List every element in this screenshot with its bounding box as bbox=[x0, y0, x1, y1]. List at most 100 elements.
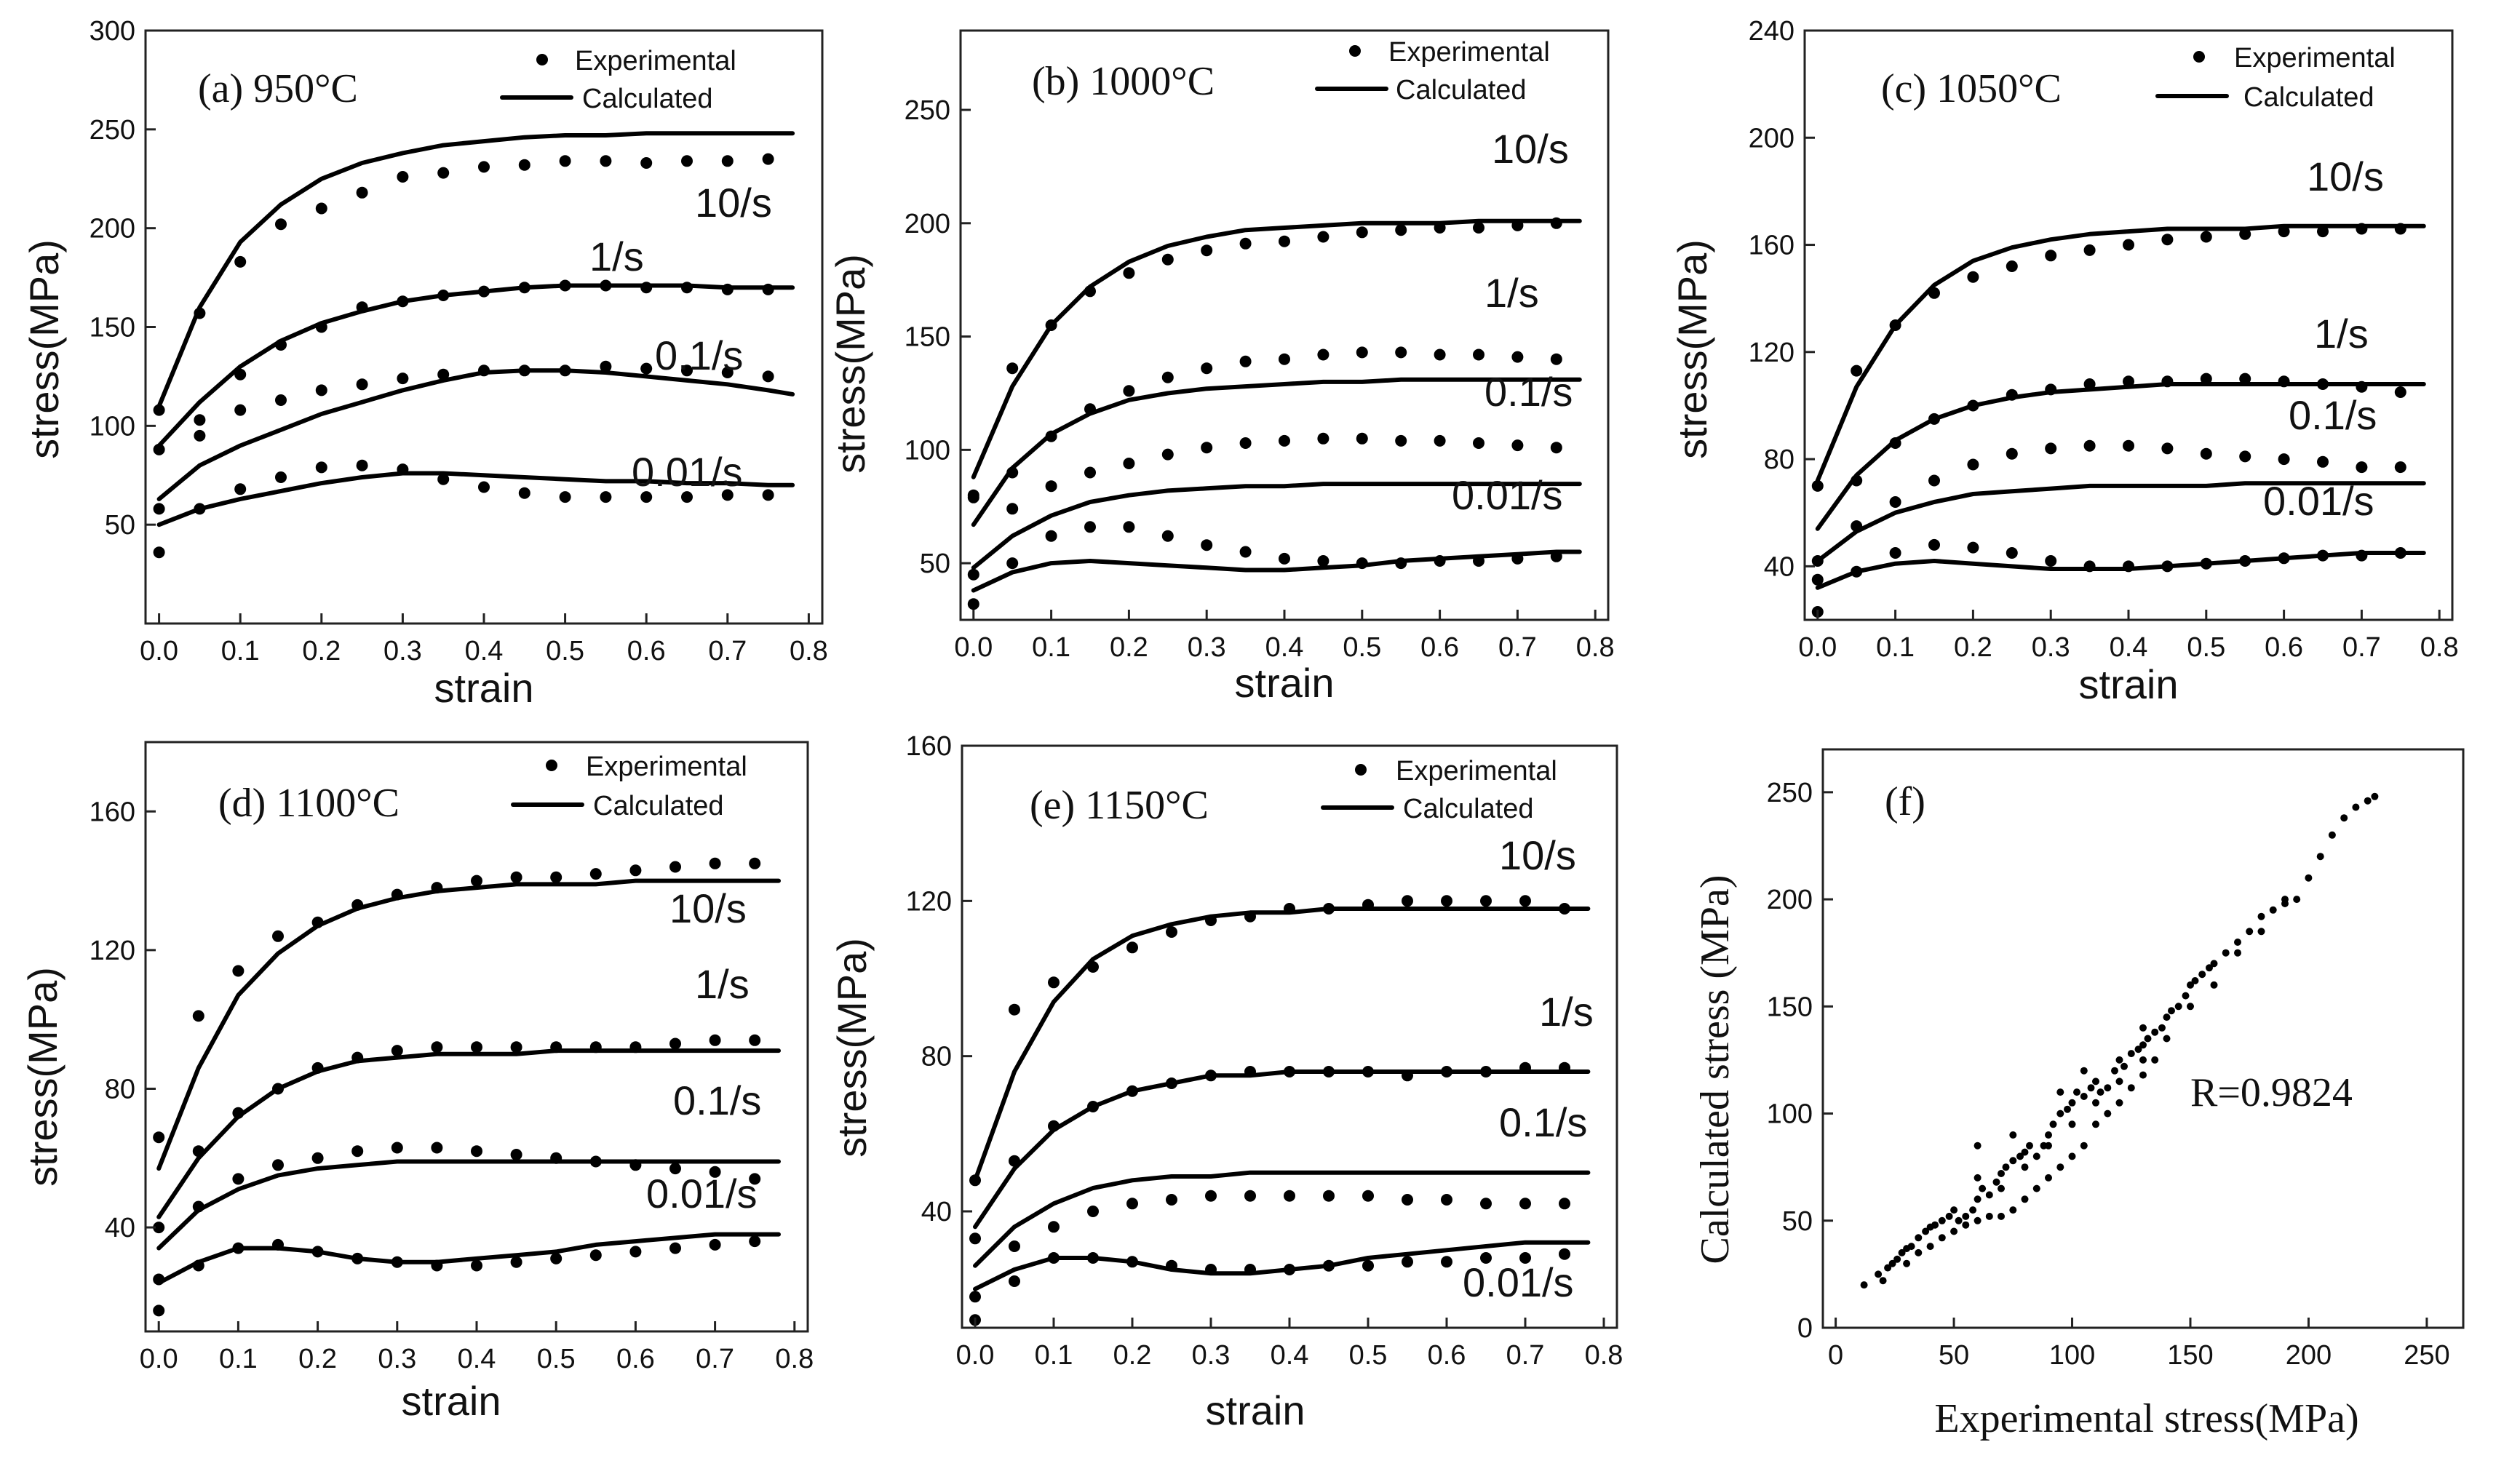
panel-e-experimental-point-1s bbox=[1244, 1066, 1256, 1077]
panel-e-x-tick-label: 0.8 bbox=[1585, 1340, 1623, 1371]
panel-f-scatter-point bbox=[1903, 1259, 1911, 1267]
panel-a-experimental-point-01s bbox=[681, 364, 693, 377]
panel-e-x-tick-label: 0.5 bbox=[1349, 1340, 1388, 1371]
panel-b-experimental-point-001s bbox=[1356, 557, 1368, 570]
panel-b-experimental-point-01s bbox=[1239, 437, 1252, 449]
panel-f-scatter-point bbox=[2045, 1142, 2052, 1150]
panel-b-label: (b) 1000°C bbox=[1032, 59, 1215, 104]
panel-c-experimental-point-1s bbox=[2083, 378, 2096, 390]
panel-e-experimental-point-01s bbox=[1441, 1194, 1452, 1206]
panel-e-x-ticks: 0.0 0.1 0.2 0.3 0.4 0.5 0.6 0.7 0.8 bbox=[956, 1318, 1623, 1371]
panel-f-scatter-point bbox=[2080, 1142, 2088, 1150]
panel-b-experimental-point-01s bbox=[1434, 434, 1446, 447]
panel-c-rate-label-10s: 10/s bbox=[2307, 154, 2384, 199]
panel-e-experimental-point-001s bbox=[1087, 1252, 1099, 1264]
panel-b-experimental-point-10s bbox=[1356, 226, 1368, 239]
panel-b-experimental-point-1s bbox=[1239, 355, 1252, 367]
panel-b-experimental-point-01s bbox=[1084, 466, 1096, 479]
panel-b-x-tick-label: 0.5 bbox=[1343, 632, 1381, 663]
panel-b-y-tick-label: 50 bbox=[920, 549, 950, 579]
panel-c-experimental-point-10s bbox=[2045, 250, 2057, 262]
panel-b-experimental-point-01s bbox=[1511, 439, 1524, 452]
panel-d-experimental-point-001s bbox=[153, 1304, 165, 1317]
panel-e-y-tick-label: 40 bbox=[921, 1197, 952, 1227]
panel-a-experimental-point-1s bbox=[153, 443, 165, 455]
panel-e-rate-label-1s: 1/s bbox=[1539, 989, 1594, 1035]
panel-c-experimental-point-1s bbox=[2239, 373, 2251, 385]
panel-e-x-tick-label: 0.6 bbox=[1428, 1340, 1466, 1371]
panel-b-experimental-point-001s bbox=[1395, 557, 1407, 570]
panel-a-x-tick-label: 0.1 bbox=[221, 636, 260, 666]
panel-e-experimental-point-001s bbox=[1048, 1252, 1060, 1264]
panel-a-experimental-point-01s bbox=[315, 384, 327, 397]
panel-f-scatter-point bbox=[1950, 1227, 1958, 1235]
panel-a-rate-label-001s: 0.01/s bbox=[632, 449, 743, 495]
panel-e-experimental-point-10s bbox=[1284, 903, 1295, 915]
panel-f-scatter-point bbox=[1962, 1212, 1970, 1220]
panel-c-experimental-point-1s bbox=[2278, 375, 2290, 388]
panel-e-experimental-point-1s bbox=[1441, 1066, 1452, 1077]
panel-c-y-axis-title: stress(MPa) bbox=[1669, 239, 1715, 459]
panel-f-scatter-point bbox=[1915, 1234, 1923, 1242]
panel-d-experimental-point-01s bbox=[431, 1142, 443, 1154]
panel-e-experimental-point-01s bbox=[969, 1291, 981, 1303]
panel-f-scatter-point bbox=[2049, 1120, 2057, 1128]
panel-c-experimental-point-01s bbox=[2083, 439, 2096, 452]
panel-c-experimental-point-001s bbox=[2356, 549, 2368, 562]
panel-d-x-tick-label: 0.4 bbox=[458, 1344, 496, 1374]
panel-a-experimental-point-001s bbox=[315, 461, 327, 474]
panel-e-experimental-point-001s bbox=[1009, 1275, 1020, 1287]
panel-a-legend-experimental-label: Experimental bbox=[575, 46, 736, 76]
panel-f-scatter-point bbox=[2328, 831, 2336, 839]
panel-c-experimental-point-1s bbox=[2045, 383, 2057, 396]
panel-c-experimental-point-1s bbox=[2123, 375, 2134, 388]
panel-f-y-axis-title: Calculated stress (MPa) bbox=[1693, 875, 1738, 1264]
panel-a-x-tick-label: 0.7 bbox=[708, 636, 747, 666]
panel-d-experimental-point-1s bbox=[629, 1041, 642, 1053]
panel-a-x-tick-label: 0.2 bbox=[302, 636, 341, 666]
panel-c-experimental-point-001s bbox=[2161, 560, 2174, 573]
panel-c-experimental-point-001s bbox=[2278, 552, 2290, 565]
panel-e-experimental-point-001s bbox=[1126, 1256, 1138, 1268]
panel-f-scatter-point bbox=[2096, 1088, 2104, 1096]
panel-a-experimental-point-10s bbox=[275, 218, 287, 231]
panel-b-experimental-point-1s bbox=[1317, 348, 1329, 361]
panel-f-correlation-annotation: R=0.9824 bbox=[2190, 1070, 2353, 1115]
panel-c-experimental-point-001s bbox=[2006, 547, 2018, 559]
panel-d-experimental-point-01s bbox=[311, 1152, 324, 1164]
panel-f-scatter-point bbox=[2092, 1077, 2099, 1085]
panel-e-x-tick-label: 0.4 bbox=[1271, 1340, 1309, 1371]
panel-b-experimental-point-1s bbox=[1006, 466, 1019, 479]
panel-c-experimental-point-001s bbox=[2045, 555, 2057, 567]
panel-b-experimental-point-10s bbox=[1084, 285, 1096, 298]
panel-a-experimental-point-001s bbox=[681, 491, 693, 503]
panel-e: 0.0 0.1 0.2 0.3 0.4 0.5 0.6 0.7 0.8 40 80 120 160 (… bbox=[829, 731, 1623, 1433]
panel-f-scatter-point bbox=[1898, 1248, 1906, 1256]
panel-e-experimental-point-1s bbox=[1480, 1066, 1492, 1077]
panel-f-scatter-point bbox=[2139, 1056, 2147, 1064]
panel-b-experimental-point-10s bbox=[1201, 244, 1213, 257]
panel-d-experimental-point-001s bbox=[351, 1252, 364, 1264]
panel-e-experimental-point-001s bbox=[1244, 1264, 1256, 1275]
panel-f-scatter-point bbox=[2340, 814, 2348, 822]
panel-d-plot-area bbox=[153, 857, 781, 1317]
panel-f-scatter-point bbox=[2009, 1206, 2017, 1214]
panel-f-scatter-point bbox=[2163, 1013, 2171, 1021]
panel-c-experimental-point-01s bbox=[2161, 442, 2174, 455]
panel-c-experimental-point-10s bbox=[1928, 287, 1940, 299]
panel-b-experimental-point-10s bbox=[1006, 362, 1019, 375]
panel-c-experimental-point-10s bbox=[2083, 244, 2096, 256]
panel-b-experimental-point-10s bbox=[1123, 267, 1135, 279]
panel-f-scatter-point bbox=[2234, 949, 2241, 957]
panel-b-experimental-point-10s bbox=[1045, 319, 1057, 331]
panel-d-y-tick-label: 40 bbox=[105, 1213, 135, 1243]
panel-e-experimental-point-1s bbox=[1166, 1077, 1177, 1089]
panel-f-scatter-point bbox=[1974, 1195, 1982, 1203]
panel-e-experimental-point-001s bbox=[1362, 1259, 1374, 1272]
panel-c-x-tick-label: 0.5 bbox=[2187, 632, 2225, 663]
panel-f-scatter-point bbox=[1879, 1277, 1887, 1285]
panel-a-experimental-point-1s bbox=[721, 283, 734, 295]
panel-b-x-tick-label: 0.0 bbox=[954, 632, 993, 663]
panel-a-experimental-point-1s bbox=[275, 339, 287, 351]
panel-d-experimental-point-1s bbox=[391, 1045, 403, 1057]
